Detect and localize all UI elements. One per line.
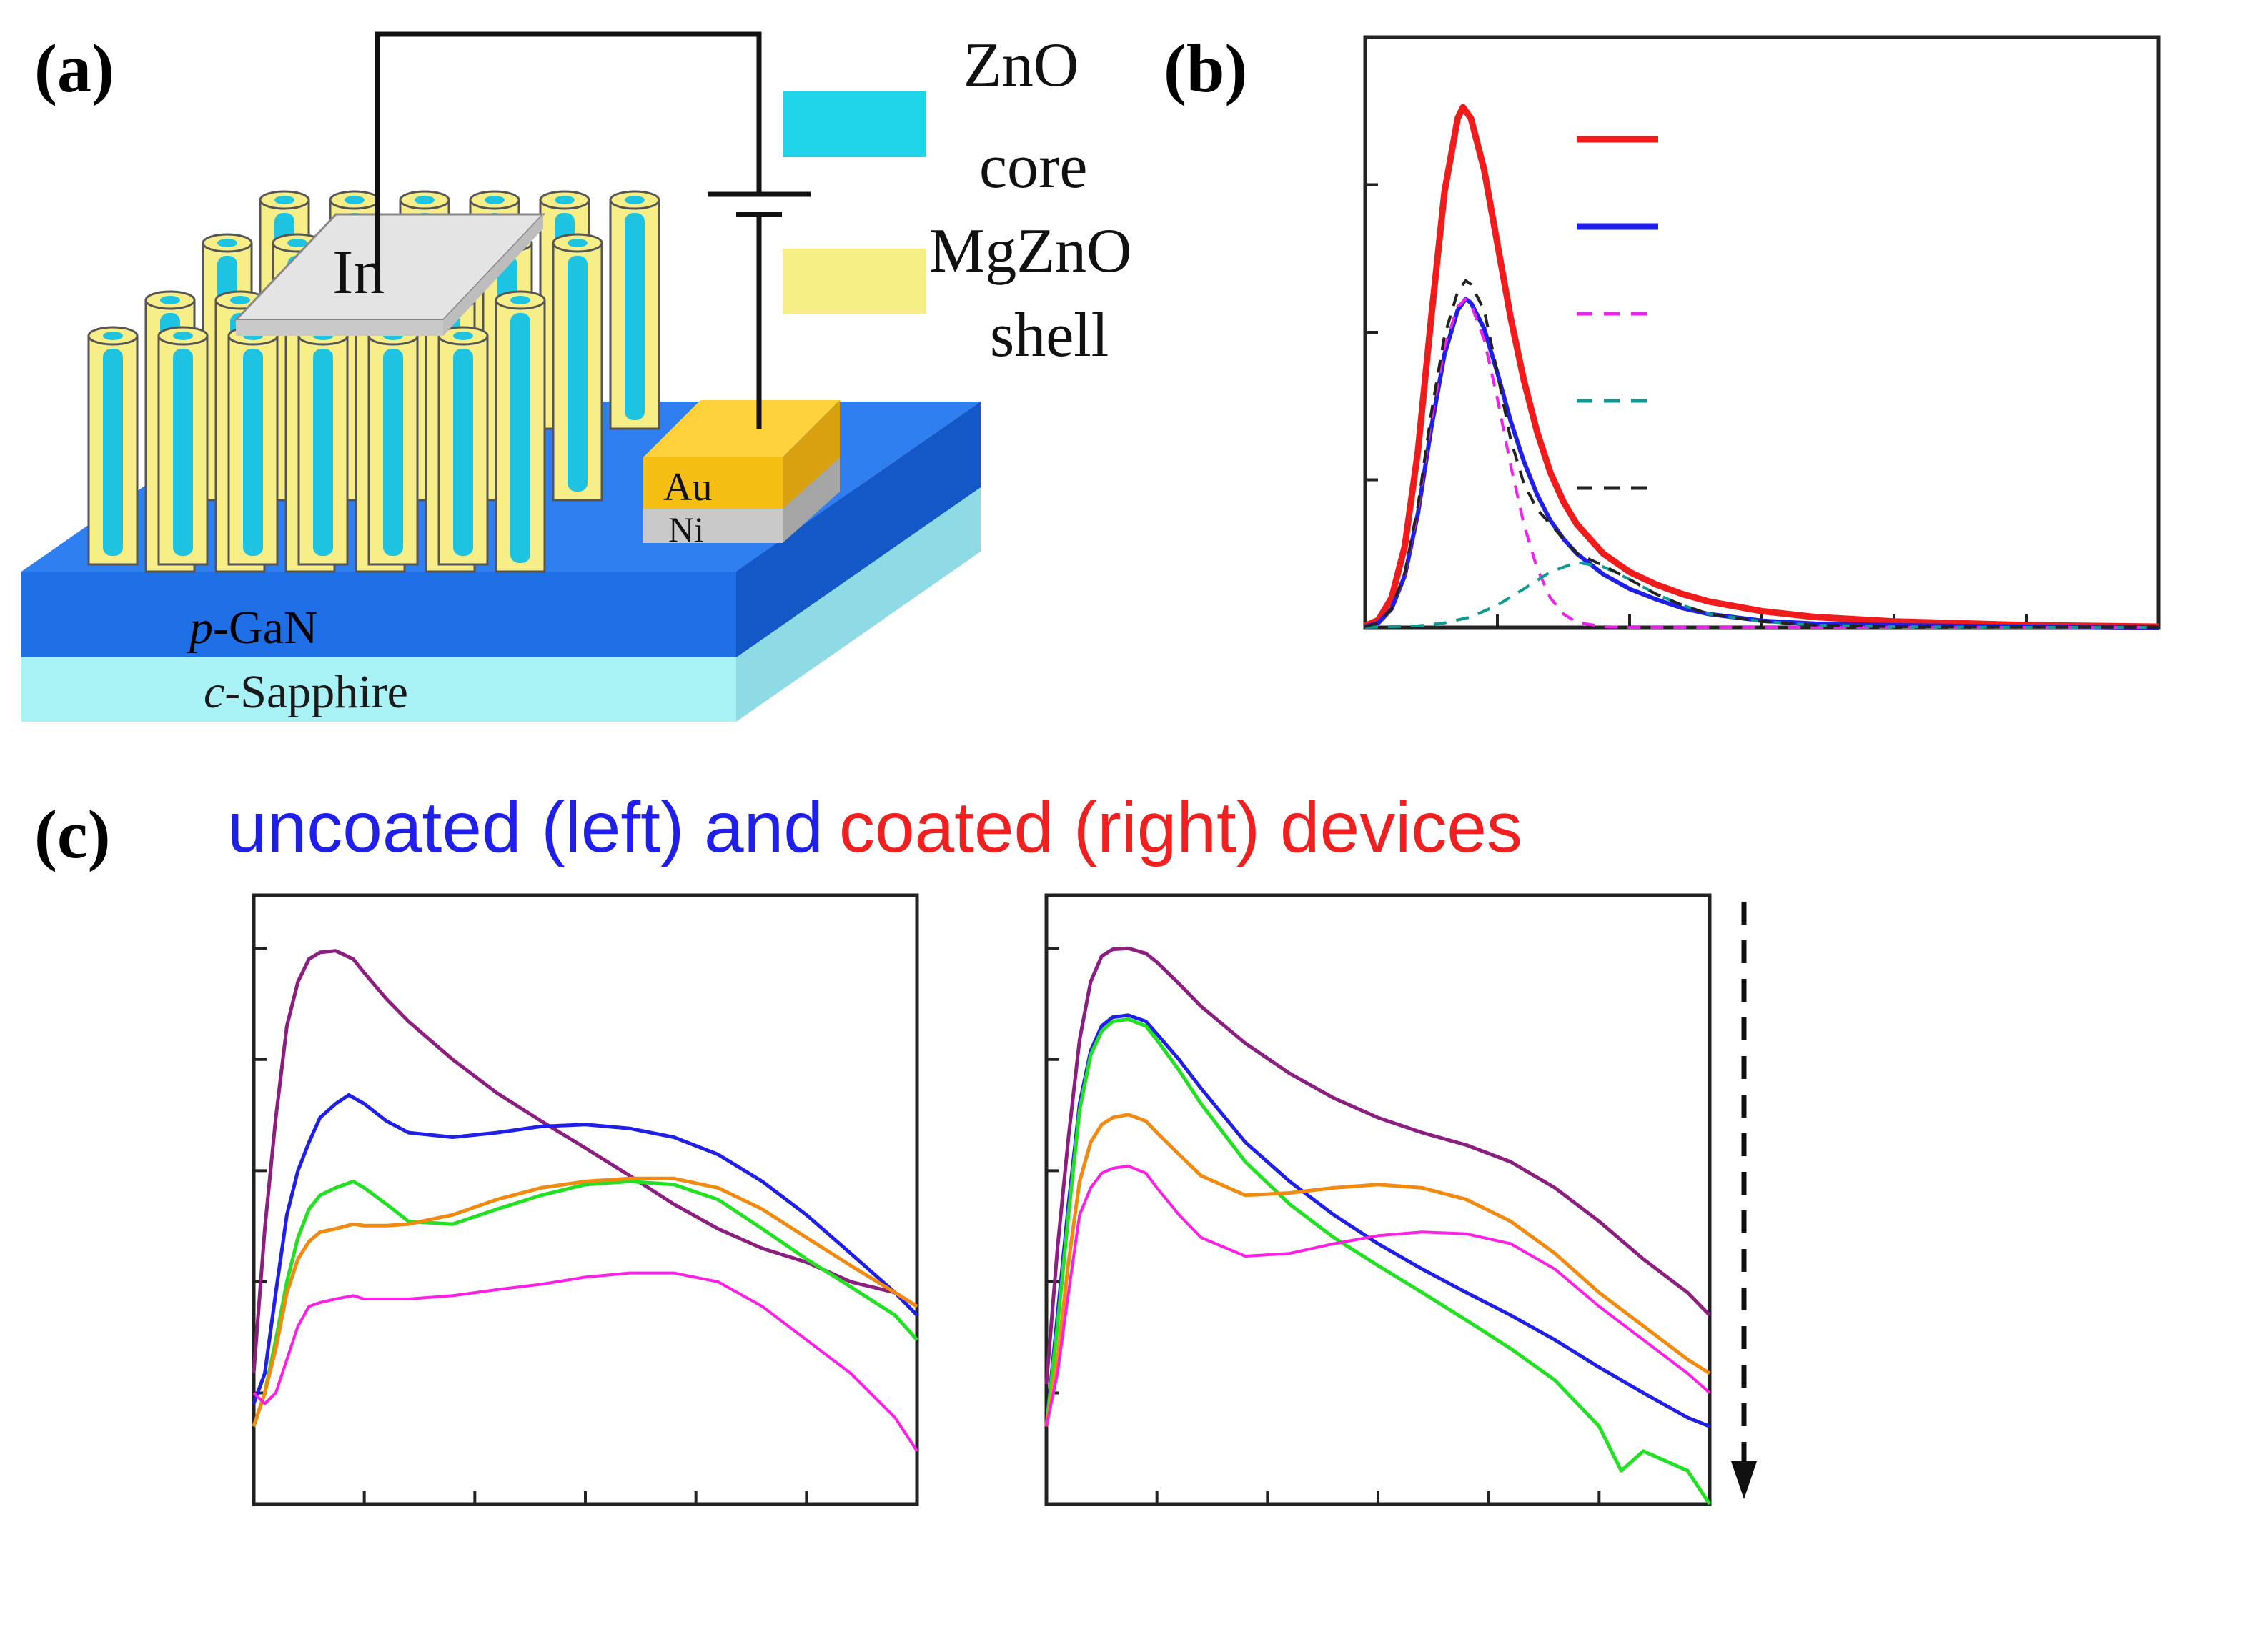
nanorod-core [453, 349, 473, 556]
legend-shell-line1: MgZnO [929, 217, 1132, 286]
panel-c: (c) uncoated (left) and coated (right) de… [34, 787, 1522, 872]
panel-c-legend [1731, 902, 1757, 1499]
nanorod-core [103, 349, 123, 556]
nanorod-cap-core [453, 332, 473, 340]
panel-c-right-chart [1044, 893, 1712, 1506]
nanorod-cap-core [217, 239, 237, 247]
legend-swatch-core [783, 91, 926, 157]
panel-a: (a) p-GaN c-Sapphire In Au Ni [21, 30, 1132, 722]
gan-layer-label: p-GaN [187, 602, 318, 654]
series-line-fitted-emission-sum [1364, 279, 2159, 629]
plot-frame [252, 893, 919, 1506]
nanorod-cap-core [103, 332, 123, 340]
legend-swatch-shell [783, 249, 926, 314]
sapphire-layer-front [21, 657, 736, 722]
nanorod-core [313, 349, 333, 556]
legend-core-line1: ZnO [963, 31, 1079, 100]
nanorod-cap-core [415, 196, 435, 204]
nanorod-cap-core [274, 196, 294, 204]
gold-contact-front [643, 457, 783, 509]
series-line-3-months-later [252, 1179, 918, 1428]
panel-c-title-part2: coated (right) devices [839, 787, 1522, 867]
panel-c-left-chart [252, 893, 919, 1506]
nanorod-cap-core [345, 196, 365, 204]
nanorod-cap-core [173, 332, 193, 340]
nanorod-cap-core [510, 296, 530, 304]
panel-a-label: (a) [34, 30, 114, 106]
gold-contact-top [643, 400, 840, 457]
gan-layer-front [21, 572, 736, 657]
nanorod-core [243, 349, 263, 556]
series-line-coated-device-as-measured [1364, 104, 2159, 630]
series-line-zno-nbe-emission [1364, 297, 2159, 629]
series-line-1-month-later [1044, 1013, 1710, 1428]
nanorod-core [568, 256, 588, 492]
nanorod-cap-core [230, 296, 250, 304]
plot-frame [1044, 893, 1712, 1506]
indium-electrode-side [443, 214, 543, 336]
series-line-3-months-later [1044, 1017, 1712, 1506]
nickel-contact-side [783, 457, 840, 543]
nickel-contact-front [643, 509, 783, 543]
nanorod-core [173, 349, 193, 556]
sapphire-layer-label: c-Sapphire [204, 666, 408, 718]
gold-contact-label: Au [663, 465, 712, 509]
panel-b-label: (b) [1164, 30, 1247, 106]
gold-contact-side [783, 400, 840, 514]
panel-c-title: uncoated (left) and coated (right) device… [227, 787, 1522, 867]
nanorod-cap-core [555, 196, 575, 204]
nickel-contact-label: Ni [668, 509, 704, 549]
legend-shell-line2: shell [990, 301, 1109, 370]
series-line-fresh [1044, 946, 1711, 1385]
circuit-wire [375, 31, 762, 280]
sapphire-layer-side [736, 487, 981, 722]
gan-layer-side [736, 402, 981, 657]
nanorod-cap-core [287, 239, 307, 247]
nanorods [87, 190, 660, 573]
series-line-fresh [252, 949, 918, 1374]
panel-c-title-part1: uncoated (left) and [227, 787, 823, 867]
nanorod-cap-core [160, 296, 180, 304]
nanorod-core [625, 213, 645, 420]
series-line-6-months-later [252, 1176, 918, 1428]
panel-b-chart: (b) [1164, 30, 2161, 630]
indium-electrode-front [236, 320, 443, 336]
series-line-1-month-later [252, 1093, 918, 1405]
nanorod-cap-core [568, 239, 588, 247]
series-line-uncoated-device-as-measured [1364, 297, 2159, 630]
series-line-12-months-later [1045, 1164, 1711, 1427]
legend-core-line2: core [979, 132, 1087, 201]
series-line-6-months-later [1044, 1113, 1711, 1427]
nanorod-cap-core [625, 196, 645, 204]
panel-c-label: (c) [34, 796, 111, 872]
nanorod-cap-core [485, 196, 505, 204]
series-line-12-months-later [252, 1271, 918, 1452]
nanorod-core [383, 349, 403, 556]
nanorod-core [510, 313, 530, 563]
legend-arrow-head [1731, 1461, 1757, 1499]
